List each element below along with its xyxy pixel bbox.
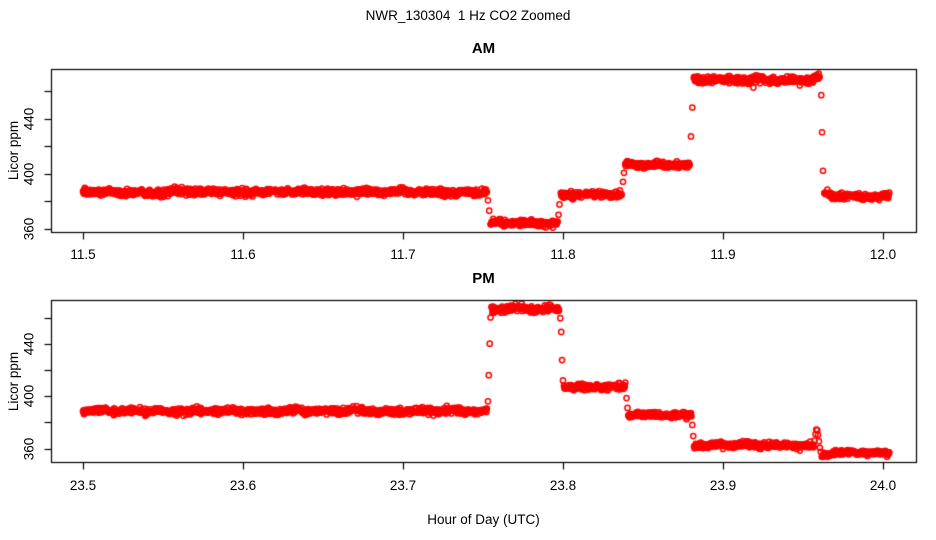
y-tick-label: 360 [21,217,37,240]
x-tick-label: 23.6 [229,478,257,493]
x-tick-label: 23.7 [389,478,417,493]
x-tick-label: 12.0 [869,247,897,262]
am-panel-title: AM [471,40,496,57]
y-tick-label: 400 [21,384,37,408]
pm-panel-title: PM [472,270,495,287]
x-tick-label: 11.6 [230,247,256,262]
x-tick-label: 11.5 [70,247,96,262]
x-tick-label: 23.5 [69,478,97,493]
x-axis-label: Hour of Day (UTC) [427,512,540,527]
y-tick-label: 440 [21,332,37,355]
am-y-axis-label-text: Licor ppm [6,120,22,180]
x-tick-label: 23.9 [709,478,737,493]
x-tick-label: 23.8 [549,478,577,493]
x-tick-label: 11.8 [550,247,576,262]
y-tick-label: 440 [21,107,37,130]
pm-y-axis-label-text: Licor ppm [6,351,22,411]
y-tick-label: 360 [21,437,37,460]
x-tick-label: 11.9 [710,247,736,262]
figure-title: NWR_130304 1 Hz CO2 Zoomed [365,8,571,23]
x-tick-label: 11.7 [390,247,416,262]
y-tick-label: 400 [21,162,37,185]
x-tick-label: 24.0 [869,478,897,493]
